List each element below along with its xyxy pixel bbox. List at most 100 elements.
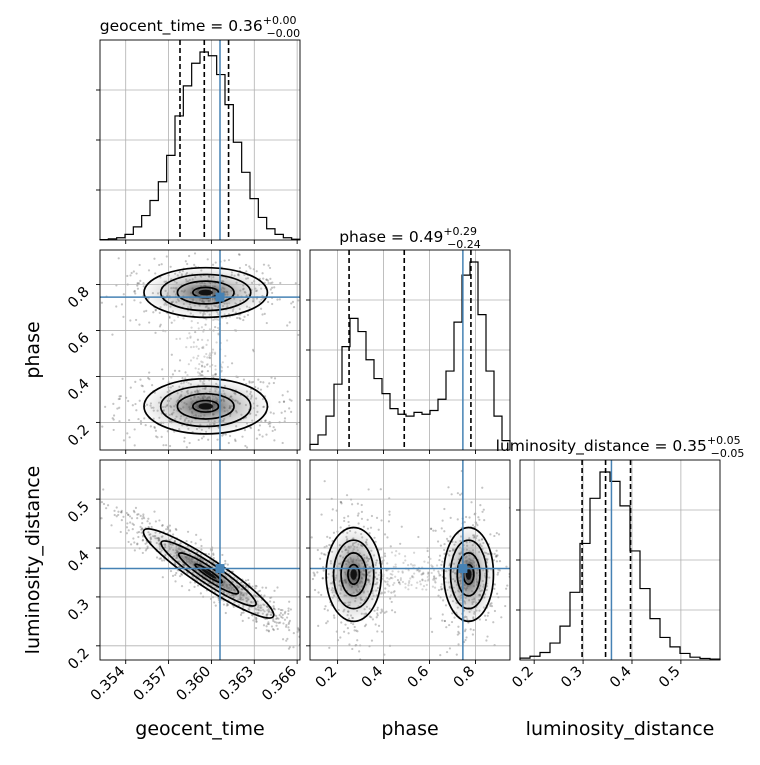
sample-point (207, 553, 211, 556)
sample-point (141, 385, 144, 388)
sample-point (267, 621, 270, 624)
sample-point (269, 422, 272, 425)
sample-point (127, 418, 131, 422)
sample-point (106, 504, 110, 507)
sample-point (325, 545, 328, 548)
sample-point (148, 522, 151, 525)
sample-point (208, 356, 211, 360)
sample-point (278, 401, 281, 404)
sample-point (316, 548, 319, 552)
sample-point (395, 549, 398, 553)
sample-point (180, 573, 184, 576)
sample-point (122, 315, 125, 318)
x-tick-label-luminosity-distance: 0.4 (607, 664, 635, 692)
sample-point (389, 545, 392, 548)
sample-point (381, 610, 384, 613)
sample-point (265, 278, 268, 281)
sample-point (258, 589, 262, 592)
sample-point (287, 622, 290, 625)
sample-point (419, 583, 422, 586)
sample-point (423, 560, 426, 563)
sample-point (250, 381, 253, 384)
sample-point (265, 629, 268, 632)
sample-point (180, 584, 184, 588)
sample-point (343, 519, 346, 523)
sample-point (236, 316, 239, 320)
sample-point (192, 356, 195, 359)
sample-point (125, 532, 128, 535)
sample-point (118, 397, 121, 400)
sample-point (214, 364, 217, 368)
sample-point (265, 433, 268, 436)
sample-point (437, 588, 441, 592)
sample-point (426, 549, 429, 553)
sample-point (199, 373, 202, 376)
sample-point (443, 619, 447, 623)
sample-point (240, 611, 243, 615)
sample-point (77, 475, 79, 477)
sample-point (288, 629, 291, 632)
sample-point (449, 516, 452, 519)
sample-point (268, 600, 272, 603)
sample-point (258, 424, 262, 427)
histogram-geocent-time (99, 51, 301, 241)
sample-point (161, 524, 164, 527)
sample-point (129, 521, 132, 524)
sample-point (261, 435, 264, 438)
sample-point (205, 363, 209, 366)
sample-point (188, 254, 191, 258)
sample-point (193, 263, 196, 266)
sample-point (320, 513, 323, 516)
sample-point (117, 513, 120, 517)
sample-point (135, 272, 138, 275)
sample-point (438, 574, 441, 577)
sample-point (139, 514, 142, 517)
sample-point (217, 318, 220, 321)
sample-point (379, 488, 382, 491)
contour-level (143, 377, 269, 435)
sample-point (311, 577, 315, 581)
sample-point (281, 609, 284, 612)
sample-point (333, 616, 336, 619)
sample-point (356, 639, 359, 642)
sample-point (456, 492, 459, 495)
sample-point (401, 570, 404, 573)
sample-point (439, 585, 443, 588)
sample-point (287, 647, 291, 650)
sample-point (380, 608, 383, 611)
sample-point (275, 621, 278, 624)
sample-point (136, 287, 140, 290)
sample-point (430, 630, 434, 633)
sample-point (134, 380, 137, 383)
sample-point (286, 390, 289, 393)
sample-point (214, 372, 217, 375)
sample-point (445, 537, 449, 540)
sample-point (200, 544, 203, 548)
sample-point (255, 617, 258, 620)
panel-frame-luminosity-distance-phase (309, 459, 511, 661)
sample-point (254, 616, 258, 619)
sample-point (252, 619, 255, 622)
sample-point (326, 620, 329, 623)
sample-point (144, 424, 147, 427)
sample-point (165, 528, 168, 531)
sample-point (505, 565, 508, 568)
sample-point (158, 311, 161, 314)
sample-point (226, 603, 230, 607)
sample-point (388, 510, 391, 513)
panel-frame-phase-geocent-time (99, 249, 301, 451)
sample-point (495, 555, 498, 558)
sample-point (415, 569, 419, 572)
sample-point (347, 520, 350, 524)
sample-point (441, 613, 444, 616)
sample-point (145, 309, 148, 312)
sample-point (376, 612, 379, 615)
sample-point (130, 271, 133, 275)
sample-point (279, 608, 282, 612)
sample-point (464, 638, 467, 642)
sample-point (284, 610, 287, 613)
sample-point (429, 527, 433, 530)
sample-point (285, 623, 288, 627)
sample-point (328, 536, 331, 539)
